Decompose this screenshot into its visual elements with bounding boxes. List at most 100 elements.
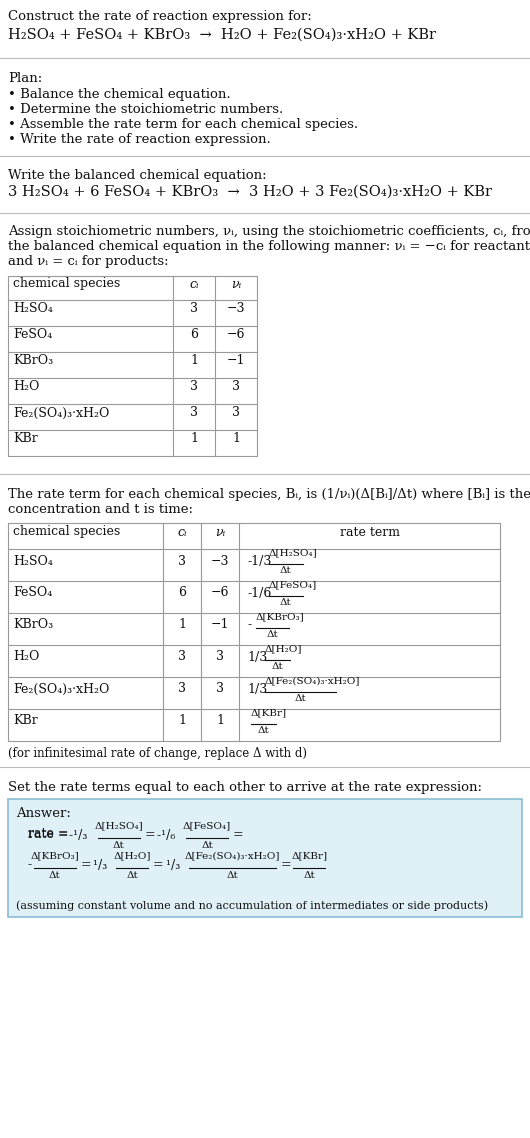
Text: chemical species: chemical species — [13, 526, 120, 538]
Text: Δ[KBr]: Δ[KBr] — [251, 708, 287, 717]
Text: 1: 1 — [216, 715, 224, 727]
Text: Δ[KBrO₃]: Δ[KBrO₃] — [255, 612, 304, 621]
Text: −3: −3 — [227, 303, 245, 315]
Text: H₂SO₄: H₂SO₄ — [13, 554, 53, 568]
Text: • Balance the chemical equation.: • Balance the chemical equation. — [8, 88, 231, 101]
Text: Δt: Δt — [227, 871, 238, 880]
Text: Δ[FeSO₄]: Δ[FeSO₄] — [183, 820, 231, 830]
Text: the balanced chemical equation in the following manner: νᵢ = −cᵢ for reactants: the balanced chemical equation in the fo… — [8, 240, 530, 253]
Text: -1/6: -1/6 — [247, 586, 271, 600]
Text: Δ[KBrO₃]: Δ[KBrO₃] — [30, 851, 79, 860]
Text: KBrO₃: KBrO₃ — [13, 618, 53, 632]
Text: and νᵢ = cᵢ for products:: and νᵢ = cᵢ for products: — [8, 255, 169, 269]
Text: Δt: Δt — [267, 630, 278, 640]
Text: Write the balanced chemical equation:: Write the balanced chemical equation: — [8, 170, 267, 182]
Text: The rate term for each chemical species, Bᵢ, is (1/νᵢ)(Δ[Bᵢ]/Δt) where [Bᵢ] is t: The rate term for each chemical species,… — [8, 488, 530, 501]
Text: −3: −3 — [211, 554, 229, 568]
Text: 6: 6 — [190, 329, 198, 341]
Text: 3: 3 — [232, 380, 240, 394]
Text: Δ[KBr]: Δ[KBr] — [292, 851, 328, 860]
Text: 3: 3 — [232, 406, 240, 420]
Text: ¹/₃: ¹/₃ — [93, 858, 111, 872]
Text: H₂SO₄: H₂SO₄ — [13, 303, 53, 315]
Text: KBr: KBr — [13, 432, 38, 445]
Text: −1: −1 — [227, 355, 245, 368]
Text: Fe₂(SO₄)₃·xH₂O: Fe₂(SO₄)₃·xH₂O — [13, 406, 109, 420]
Text: • Determine the stoichiometric numbers.: • Determine the stoichiometric numbers. — [8, 104, 283, 116]
Text: Δt: Δt — [271, 662, 283, 671]
Text: Δt: Δt — [294, 694, 306, 703]
Text: chemical species: chemical species — [13, 278, 120, 290]
Text: =: = — [229, 828, 244, 841]
Text: 3: 3 — [190, 406, 198, 420]
Text: Plan:: Plan: — [8, 72, 42, 85]
Text: −6: −6 — [227, 329, 245, 341]
Text: FeSO₄: FeSO₄ — [13, 586, 52, 600]
Text: -¹/₆: -¹/₆ — [157, 828, 179, 841]
Text: −6: −6 — [211, 586, 229, 600]
Text: =: = — [149, 858, 168, 872]
Text: -: - — [28, 858, 32, 872]
Text: rate =: rate = — [28, 828, 73, 841]
Text: (assuming constant volume and no accumulation of intermediates or side products): (assuming constant volume and no accumul… — [16, 900, 488, 912]
Text: Δ[Fe₂(SO₄)₃·xH₂O]: Δ[Fe₂(SO₄)₃·xH₂O] — [185, 851, 280, 860]
Text: 3: 3 — [178, 554, 186, 568]
Text: 1: 1 — [178, 715, 186, 727]
Text: • Write the rate of reaction expression.: • Write the rate of reaction expression. — [8, 133, 271, 146]
Bar — [8, 523, 500, 741]
Text: 3: 3 — [178, 651, 186, 663]
Text: H₂O: H₂O — [13, 380, 39, 394]
Text: 3: 3 — [216, 683, 224, 695]
Text: 1: 1 — [190, 355, 198, 368]
Text: cᵢ: cᵢ — [189, 278, 199, 290]
Text: νᵢ: νᵢ — [231, 278, 241, 290]
Text: 6: 6 — [178, 586, 186, 600]
Text: Construct the rate of reaction expression for:: Construct the rate of reaction expressio… — [8, 10, 312, 23]
Text: 3: 3 — [178, 683, 186, 695]
Text: 3: 3 — [216, 651, 224, 663]
Text: Δt: Δt — [280, 566, 292, 575]
Text: Δt: Δt — [113, 841, 125, 850]
Text: Fe₂(SO₄)₃·xH₂O: Fe₂(SO₄)₃·xH₂O — [13, 683, 109, 695]
Text: −1: −1 — [211, 618, 229, 632]
Text: H₂O: H₂O — [13, 651, 39, 663]
Text: 3: 3 — [190, 380, 198, 394]
Text: H₂SO₄ + FeSO₄ + KBrO₃  →  H₂O + Fe₂(SO₄)₃·xH₂O + KBr: H₂SO₄ + FeSO₄ + KBrO₃ → H₂O + Fe₂(SO₄)₃·… — [8, 28, 436, 42]
Text: KBr: KBr — [13, 715, 38, 727]
Text: Δ[H₂SO₄]: Δ[H₂SO₄] — [269, 549, 318, 556]
Text: 1: 1 — [190, 432, 198, 445]
Text: cᵢ: cᵢ — [177, 526, 187, 538]
Text: Answer:: Answer: — [16, 807, 71, 820]
Text: Δt: Δt — [127, 871, 138, 880]
Text: Δ[FeSO₄]: Δ[FeSO₄] — [269, 580, 317, 589]
Text: Δt: Δt — [280, 597, 292, 607]
Text: Set the rate terms equal to each other to arrive at the rate expression:: Set the rate terms equal to each other t… — [8, 781, 482, 794]
Text: Δ[H₂O]: Δ[H₂O] — [264, 644, 302, 653]
Text: Δ[H₂O]: Δ[H₂O] — [113, 851, 151, 860]
Text: • Assemble the rate term for each chemical species.: • Assemble the rate term for each chemic… — [8, 118, 358, 131]
Text: νᵢ: νᵢ — [215, 526, 225, 538]
Text: Δ[H₂SO₄]: Δ[H₂SO₄] — [94, 820, 143, 830]
Text: Δt: Δt — [304, 871, 315, 880]
Bar — [8, 799, 522, 917]
Text: 1: 1 — [178, 618, 186, 632]
Text: Δ[Fe₂(SO₄)₃·xH₂O]: Δ[Fe₂(SO₄)₃·xH₂O] — [264, 676, 360, 685]
Text: 3 H₂SO₄ + 6 FeSO₄ + KBrO₃  →  3 H₂O + 3 Fe₂(SO₄)₃·xH₂O + KBr: 3 H₂SO₄ + 6 FeSO₄ + KBrO₃ → 3 H₂O + 3 Fe… — [8, 185, 492, 199]
Text: 1/3: 1/3 — [247, 651, 267, 663]
Text: 1: 1 — [232, 432, 240, 445]
Text: -: - — [247, 618, 251, 632]
Text: Assign stoichiometric numbers, νᵢ, using the stoichiometric coefficients, cᵢ, fr: Assign stoichiometric numbers, νᵢ, using… — [8, 225, 530, 238]
Text: rate =: rate = — [28, 827, 73, 840]
Text: =: = — [77, 858, 95, 872]
Text: -¹/₃: -¹/₃ — [68, 828, 91, 841]
Text: concentration and t is time:: concentration and t is time: — [8, 503, 193, 516]
Text: ¹/₃: ¹/₃ — [166, 858, 184, 872]
Text: Δt: Δt — [258, 726, 269, 735]
Text: Δt: Δt — [49, 871, 60, 880]
Text: 3: 3 — [190, 303, 198, 315]
Text: (for infinitesimal rate of change, replace Δ with d): (for infinitesimal rate of change, repla… — [8, 747, 307, 760]
Text: FeSO₄: FeSO₄ — [13, 329, 52, 341]
Text: -1/3: -1/3 — [247, 554, 271, 568]
Bar — [8, 277, 257, 456]
Text: Δt: Δt — [201, 841, 213, 850]
